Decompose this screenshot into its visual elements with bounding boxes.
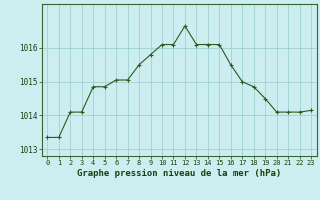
- X-axis label: Graphe pression niveau de la mer (hPa): Graphe pression niveau de la mer (hPa): [77, 169, 281, 178]
